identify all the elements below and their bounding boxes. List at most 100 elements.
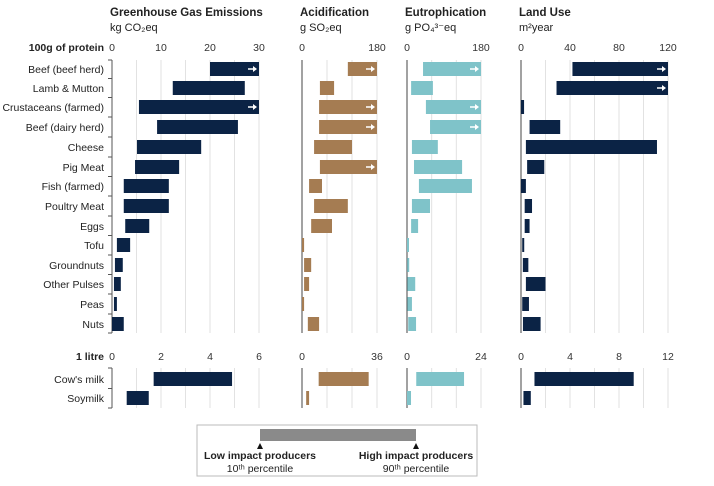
tick-label: 0: [299, 351, 305, 363]
tick-label: 36: [371, 351, 383, 363]
range-bar-eutro: [407, 297, 412, 311]
tick-label: 0: [109, 42, 115, 54]
overflow-arrow-head-icon: [371, 104, 375, 110]
panel-unit-ghg: kg CO₂eq: [110, 22, 158, 34]
tick-label: 20: [204, 42, 216, 54]
range-bar-acid: [304, 258, 312, 272]
range-bar-acid: [307, 317, 320, 331]
overflow-arrow-head-icon: [662, 66, 666, 72]
tick-label: 2: [158, 351, 164, 363]
overflow-arrow-head-icon: [475, 66, 479, 72]
tick-label: 10: [155, 42, 167, 54]
panel-title-eutro: Eutrophication: [405, 7, 486, 19]
row-label: Nuts: [82, 319, 104, 331]
range-bar-ghg: [123, 199, 169, 213]
tick-label: 120: [659, 42, 677, 54]
range-bar-land: [521, 179, 526, 193]
overflow-arrow-head-icon: [371, 124, 375, 130]
row-label: Cheese: [68, 142, 104, 154]
tick-label: 0: [109, 351, 115, 363]
range-bar-eutro: [425, 100, 481, 114]
range-bar-eutro: [416, 372, 465, 386]
panel-unit-eutro: g PO₄³⁻eq: [405, 22, 456, 34]
range-bar-land: [572, 62, 668, 76]
range-bar-eutro: [411, 140, 438, 154]
tick-label: 4: [207, 351, 213, 363]
panel-title-acid: Acidification: [300, 7, 369, 19]
legend-range-bar: [260, 429, 416, 441]
range-bar-ghg: [123, 179, 169, 193]
range-bar-acid: [311, 219, 332, 233]
overflow-arrow-head-icon: [475, 124, 479, 130]
range-bar-eutro: [418, 179, 472, 193]
row-label: Eggs: [80, 221, 104, 233]
range-bar-acid: [347, 62, 377, 76]
range-bar-acid: [319, 160, 377, 174]
overflow-arrow-head-icon: [371, 66, 375, 72]
row-label: Beef (dairy herd): [26, 122, 104, 134]
row-label: Tofu: [84, 240, 104, 252]
legend-high-sub: 90ᵗʰ percentile: [383, 463, 450, 475]
range-bar-eutro: [411, 199, 431, 213]
range-bar-land: [525, 277, 546, 291]
overflow-arrow-head-icon: [253, 66, 257, 72]
tick-label: 12: [662, 351, 674, 363]
tick-label: 80: [613, 42, 625, 54]
overflow-arrow-head-icon: [371, 164, 375, 170]
legend-high-marker-icon: [413, 443, 419, 449]
legend-low-label: Low impact producers: [204, 450, 316, 462]
panel-unit-acid: g SO₂eq: [300, 22, 342, 34]
tick-label: 4: [567, 351, 573, 363]
range-bar-ghg: [210, 62, 259, 76]
row-label: Other Pulses: [43, 279, 104, 291]
range-bar-land: [524, 199, 533, 213]
overflow-arrow-head-icon: [253, 104, 257, 110]
range-bar-ghg: [153, 372, 233, 386]
row-label: Fish (farmed): [42, 181, 104, 193]
panel-unit-land: m²year: [519, 22, 554, 34]
range-bar-acid: [302, 238, 305, 252]
range-bar-acid: [304, 277, 310, 291]
range-bar-land: [534, 372, 634, 386]
range-bar-land: [524, 219, 530, 233]
range-bar-ghg: [114, 258, 123, 272]
section-label: 100g of protein: [29, 42, 104, 54]
range-bar-eutro: [423, 62, 481, 76]
range-bar-eutro: [413, 160, 463, 174]
panel-title-ghg: Greenhouse Gas Emissions: [110, 7, 263, 19]
range-bar-land: [522, 317, 541, 331]
range-bar-ghg: [126, 391, 149, 405]
range-bar-eutro: [407, 238, 409, 252]
tick-label: 30: [253, 42, 265, 54]
range-bar-land: [522, 238, 525, 252]
row-label: Soymilk: [67, 393, 105, 405]
overflow-arrow-head-icon: [475, 104, 479, 110]
range-bar-eutro: [407, 391, 412, 405]
range-bar-eutro: [411, 219, 419, 233]
range-bar-acid: [319, 81, 335, 95]
overflow-arrow-head-icon: [662, 85, 666, 91]
range-bar-acid: [314, 140, 352, 154]
range-bar-land: [522, 258, 529, 272]
range-bar-land: [521, 100, 525, 114]
legend-high-label: High impact producers: [359, 450, 474, 462]
row-label: Poultry Meat: [45, 201, 104, 213]
range-bar-ghg: [157, 120, 238, 134]
tick-label: 24: [475, 351, 487, 363]
range-bar-land: [529, 120, 561, 134]
tick-label: 180: [472, 42, 490, 54]
legend-low-marker-icon: [257, 443, 263, 449]
range-bar-eutro: [407, 258, 410, 272]
range-bar-eutro: [407, 277, 416, 291]
row-label: Lamb & Mutton: [33, 83, 104, 95]
row-label: Cow's milk: [54, 374, 105, 386]
range-bar-ghg: [172, 81, 245, 95]
legend-low-sub: 10ᵗʰ percentile: [227, 463, 294, 475]
row-label: Crustaceans (farmed): [2, 102, 104, 114]
tick-label: 0: [404, 42, 410, 54]
range-bar-land: [525, 140, 657, 154]
tick-label: 0: [404, 351, 410, 363]
range-bar-eutro: [408, 317, 417, 331]
range-bar-ghg: [116, 238, 131, 252]
